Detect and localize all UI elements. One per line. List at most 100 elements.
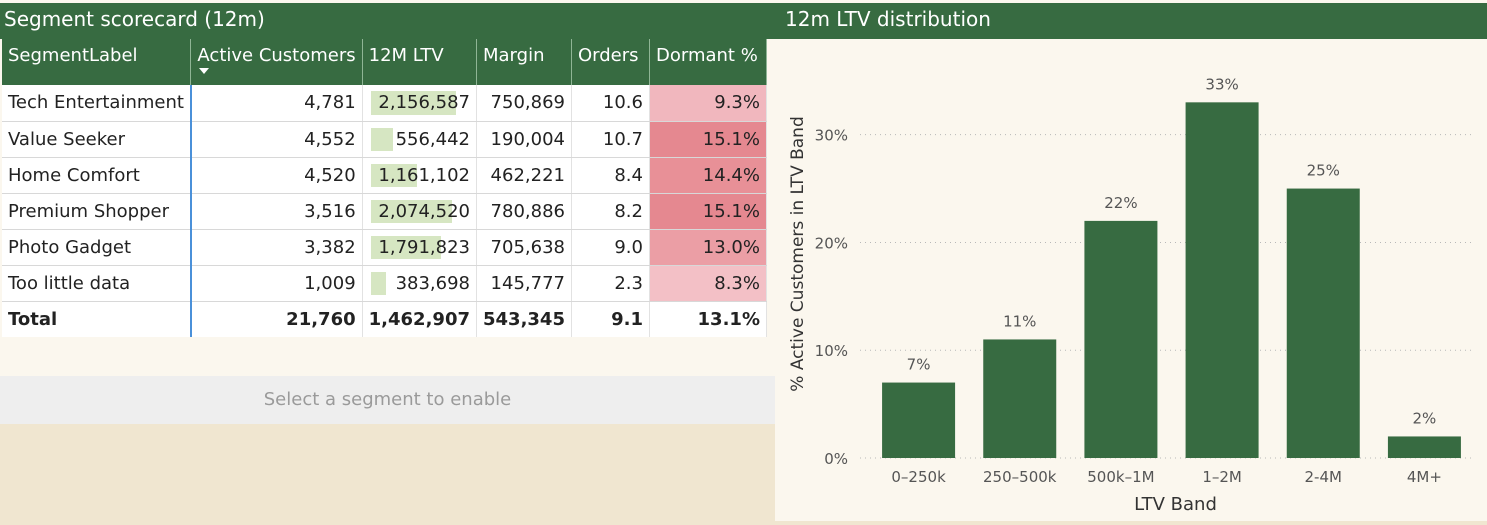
cell-margin: 145,777	[476, 265, 572, 302]
ltv-databar	[370, 199, 453, 223]
scorecard-table: SegmentLabel Active Customers 12M LTV Ma…	[2, 39, 767, 337]
data-label: 22%	[1104, 194, 1137, 212]
total-label: Total	[2, 301, 192, 337]
sort-descending-icon	[199, 68, 210, 74]
scorecard-title: Segment scorecard (12m)	[0, 3, 775, 39]
table-row[interactable]: Home Comfort 4,520 1,161,102 462,221 8.4 14.4…	[2, 157, 767, 194]
chart-bar	[1387, 436, 1461, 458]
cell-margin: 750,869	[476, 85, 572, 122]
col-header-segment[interactable]: SegmentLabel	[2, 39, 192, 85]
cell-active-customers: 3,382	[190, 229, 363, 266]
cell-ltv: 1,161,102	[362, 157, 478, 194]
y-tick-label: 0%	[824, 450, 848, 468]
cell-dormant: 8.3%	[649, 265, 767, 302]
scorecard-panel: Segment scorecard (12m) SegmentLabel Act…	[0, 0, 775, 424]
cell-margin: 190,004	[476, 121, 572, 158]
cell-dormant: 13.0%	[649, 229, 767, 266]
data-label: 7%	[907, 356, 931, 374]
cell-orders: 10.7	[571, 121, 650, 158]
data-label: 2%	[1413, 409, 1437, 427]
cell-ltv: 2,156,587	[362, 85, 478, 122]
table-total-row: Total 21,760 1,462,907 543,345 9.1 13.1%	[2, 301, 767, 337]
ltv-value: 2,156,587	[378, 92, 470, 114]
x-tick-label: 1–2M	[1202, 468, 1242, 486]
cell-dormant: 14.4%	[649, 157, 767, 194]
cell-orders: 10.6	[571, 85, 650, 122]
ltv-databar	[370, 91, 456, 115]
x-tick-label: 0–250k	[891, 468, 946, 486]
ltv-value: 1,791,823	[378, 236, 470, 258]
ltv-databar	[370, 235, 442, 259]
ltv-value: 556,442	[395, 128, 470, 150]
chart-bar	[1286, 188, 1360, 459]
ltv-value: 1,161,102	[378, 164, 470, 186]
cell-orders: 9.0	[571, 229, 650, 266]
chart-bar	[983, 339, 1057, 458]
y-tick-label: 10%	[815, 342, 848, 360]
cell-ltv: 1,791,823	[362, 229, 478, 266]
cell-margin: 780,886	[476, 193, 572, 230]
x-tick-label: 500k–1M	[1087, 468, 1154, 486]
chart-bar	[1084, 220, 1158, 458]
cell-active-customers: 4,552	[190, 121, 363, 158]
cell-segment: Value Seeker	[2, 121, 192, 158]
cell-ltv: 2,074,520	[362, 193, 478, 230]
table-header-row: SegmentLabel Active Customers 12M LTV Ma…	[2, 39, 767, 85]
total-ltv: 1,462,907	[362, 301, 478, 337]
data-label: 25%	[1307, 162, 1340, 180]
cell-segment: Too little data	[2, 265, 192, 302]
cell-active-customers: 4,781	[190, 85, 363, 122]
table-row[interactable]: Value Seeker 4,552 556,442 190,004 10.7 15.1%	[2, 121, 767, 158]
data-label: 33%	[1205, 75, 1238, 93]
total-margin: 543,345	[476, 301, 572, 337]
y-tick-label: 20%	[815, 234, 848, 252]
ltv-value: 2,074,520	[378, 200, 470, 222]
data-label: 11%	[1003, 312, 1036, 330]
cell-segment: Home Comfort	[2, 157, 192, 194]
chart-bar	[882, 382, 956, 458]
cell-dormant: 15.1%	[649, 121, 767, 158]
col-header-dormant[interactable]: Dormant %	[649, 39, 767, 85]
cell-segment: Tech Entertainment	[2, 85, 192, 122]
ltv-databar	[370, 163, 417, 187]
total-orders: 9.1	[571, 301, 650, 337]
col-header-ltv[interactable]: 12M LTV	[362, 39, 478, 85]
cell-ltv: 383,698	[362, 265, 478, 302]
cell-dormant: 15.1%	[649, 193, 767, 230]
cell-ltv: 556,442	[362, 121, 478, 158]
cell-margin: 462,221	[476, 157, 572, 194]
y-axis-title: % Active Customers in LTV Band	[788, 116, 808, 391]
cell-segment: Premium Shopper	[2, 193, 192, 230]
cell-orders: 8.4	[571, 157, 650, 194]
cell-dormant: 9.3%	[649, 85, 767, 122]
x-tick-label: 2-4M	[1305, 468, 1342, 486]
ltv-value: 383,698	[395, 272, 470, 294]
x-tick-label: 4M+	[1407, 468, 1442, 486]
chart-bar	[1185, 102, 1259, 458]
total-dormant: 13.1%	[649, 301, 767, 337]
table-row[interactable]: Photo Gadget 3,382 1,791,823 705,638 9.0 13.0…	[2, 229, 767, 266]
col-header-active-label: Active Customers	[197, 45, 356, 66]
cell-active-customers: 4,520	[190, 157, 363, 194]
col-header-orders[interactable]: Orders	[571, 39, 650, 85]
total-active: 21,760	[190, 301, 363, 337]
cell-segment: Photo Gadget	[2, 229, 192, 266]
chart-title: 12m LTV distribution	[775, 3, 1487, 39]
x-tick-label: 250–500k	[983, 468, 1057, 486]
cell-active-customers: 1,009	[190, 265, 363, 302]
cell-orders: 8.2	[571, 193, 650, 230]
cell-active-customers: 3,516	[190, 193, 363, 230]
x-axis-title: LTV Band	[1134, 494, 1217, 515]
table-row[interactable]: Premium Shopper 3,516 2,074,520 780,886 8.2 1…	[2, 193, 767, 230]
ltv-chart-panel: 0% 10% 20% 30% 7% 0–250k 11% 250–500k 22% 500k–1M…	[775, 0, 1487, 521]
ltv-databar	[370, 271, 386, 295]
cell-margin: 705,638	[476, 229, 572, 266]
ltv-distribution-chart: 0% 10% 20% 30% 7% 0–250k 11% 250–500k 22% 500k–1M…	[788, 75, 1475, 515]
ltv-databar	[370, 127, 393, 151]
table-row[interactable]: Tech Entertainment 4,781 2,156,587 750,869 1…	[2, 85, 767, 122]
col-header-margin[interactable]: Margin	[476, 39, 572, 85]
select-segment-button[interactable]: Select a segment to enable	[0, 376, 775, 424]
table-row[interactable]: Too little data 1,009 383,698 145,777 2.3 8.3…	[2, 265, 767, 302]
cell-orders: 2.3	[571, 265, 650, 302]
col-header-active-customers[interactable]: Active Customers	[190, 39, 363, 85]
